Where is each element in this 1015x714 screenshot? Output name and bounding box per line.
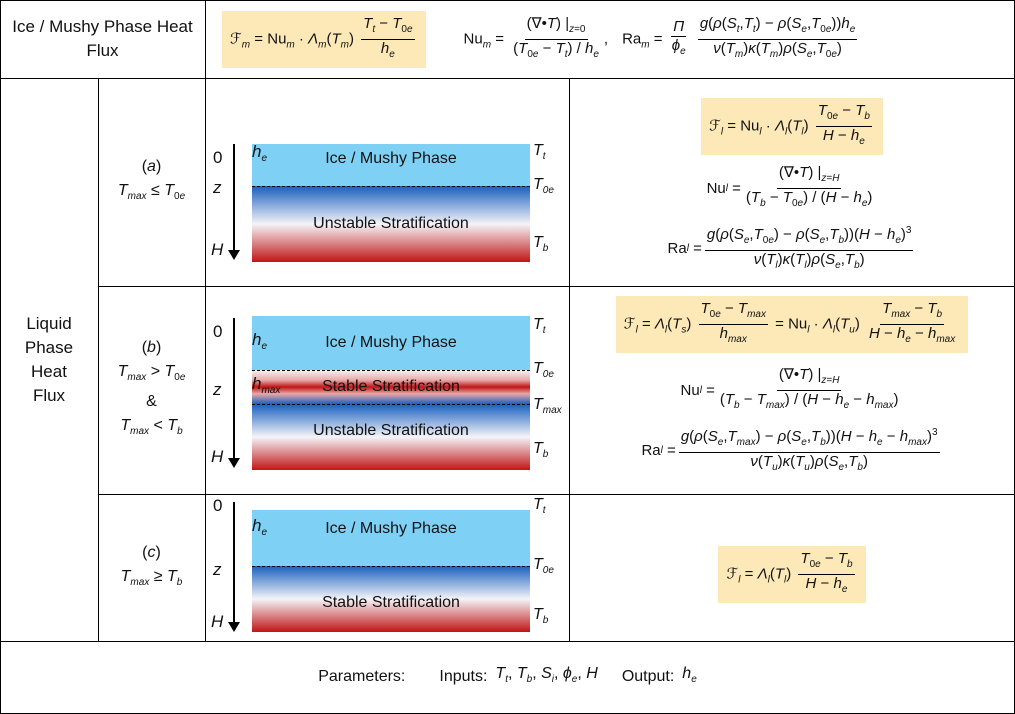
row-divider xyxy=(205,494,1015,495)
unstable-layer-b xyxy=(252,404,530,470)
row-divider xyxy=(98,286,205,287)
interface-line-a xyxy=(252,186,530,187)
nu-eq-a: Nu l = (∇•T) |z=H (Tb − T0e) / (H − he) xyxy=(706,164,873,209)
ra-eq-b: Ra l = g(ρ(Se,Tmax) − ρ(Se,Tb))(H − he − … xyxy=(570,424,1014,477)
tt-label-a: Tt xyxy=(533,142,546,162)
ice-layer-c xyxy=(252,510,530,566)
case-a-label: (a) Tmax ≤ T0e xyxy=(117,158,186,202)
ice-layer-a xyxy=(252,144,530,186)
ice-phase-text-b: Ice / Mushy Phase xyxy=(325,334,457,351)
inputs-values: Tt, Tb, Si, ϕe, H xyxy=(495,665,598,685)
stable-layer-b xyxy=(252,370,530,404)
t0e-label-c: T0e xyxy=(533,556,554,576)
interface-line-b1 xyxy=(252,370,530,371)
ra-eq-a: Ra l = g(ρ(Se,T0e) − ρ(Se,Tb))(H − he)3 ν(… xyxy=(570,222,1014,275)
he-label-c: he xyxy=(252,516,268,538)
ice-heat-flux-label: Ice / Mushy Phase Heat Flux xyxy=(12,17,193,60)
header-equations: ℱm = Num · Λm(Tm) Tt − T0e he Num = (∇•T)… xyxy=(222,10,860,68)
ice-phase-text-a: Ice / Mushy Phase xyxy=(325,150,457,167)
col-divider xyxy=(205,0,206,641)
nu-m-equation: Num = (∇•T) |z=0 (T0e − Tt) / he, xyxy=(463,14,609,60)
ice-layer-b xyxy=(252,316,530,370)
case-c-label: (c) Tmax ≥ Tb xyxy=(120,543,183,588)
row-divider xyxy=(0,641,1015,642)
axis-mid-b: z xyxy=(213,380,222,399)
tb-label-b: Tb xyxy=(533,440,549,460)
col-divider xyxy=(98,78,99,641)
ice-flux-equation: ℱm = Num · Λm(Tm) Tt − T0e he xyxy=(222,10,426,68)
tmax-label-b: Tmax xyxy=(533,396,562,416)
he-label-b: he xyxy=(252,330,268,352)
case-b-label: (b) Tmax > T0e & Tmax < Tb xyxy=(117,339,186,437)
ice-phase-text-c: Ice / Mushy Phase xyxy=(325,520,457,537)
tb-label-c: Tb xyxy=(533,606,549,626)
t0e-label-b: T0e xyxy=(533,360,554,380)
arrow-head-icon xyxy=(228,458,240,468)
hmax-label-b: hmax xyxy=(252,374,281,396)
axis-bottom-c: H xyxy=(211,612,224,631)
row-divider xyxy=(98,494,205,495)
arrow-head-icon xyxy=(228,250,240,260)
axis-bottom-a: H xyxy=(211,240,224,259)
axis-mid-c: z xyxy=(213,560,222,579)
tb-label-a: Tb xyxy=(533,234,549,254)
interface-line-b2 xyxy=(252,404,530,405)
stable-layer-c xyxy=(252,566,530,632)
flux-eq-c: ℱl = Λl(Tl) T0e − Tb H − he xyxy=(570,546,1014,603)
unstable-layer-a xyxy=(252,186,530,262)
unstable-text-b: Unstable Stratification xyxy=(313,422,469,439)
flux-eq-b: ℱl = Λl(Ts) T0e − Tmax hmax = Nul · Λl(Tu… xyxy=(570,296,1014,353)
interface-line-c xyxy=(252,566,530,567)
row-divider xyxy=(205,286,1015,287)
inputs-label: Inputs: xyxy=(439,668,488,685)
nu-eq-b: Nu l = (∇•T) |z=H (Tb − Tmax) / (H − he − … xyxy=(680,366,899,411)
params-label: Parameters: xyxy=(318,668,406,685)
output-value: he xyxy=(682,665,697,685)
axis-top-b: 0 xyxy=(213,322,223,341)
axis-top-a: 0 xyxy=(213,148,223,167)
axis-top-c: 0 xyxy=(213,496,223,515)
he-label-a: he xyxy=(252,142,268,164)
stable-text-c: Stable Stratification xyxy=(322,594,460,611)
t0e-label-a: T0e xyxy=(533,176,554,196)
unstable-text-a: Unstable Stratification xyxy=(313,215,469,232)
tt-label-b: Tt xyxy=(533,316,546,336)
depth-arrow-a xyxy=(233,144,235,252)
stable-text-b: Stable Stratification xyxy=(322,378,460,395)
arrow-head-icon xyxy=(228,622,240,632)
depth-arrow-c xyxy=(233,502,235,624)
col-divider xyxy=(569,78,570,641)
axis-mid-a: z xyxy=(213,178,222,197)
axis-bottom-b: H xyxy=(211,447,224,466)
row-divider xyxy=(0,78,1015,79)
liquid-heat-flux-label: Liquid Phase Heat Flux xyxy=(24,313,74,405)
parameters-footer: Parameters: Inputs: Tt, Tb, Si, ϕe, H Ou… xyxy=(0,642,1015,712)
flux-eq-a: ℱl = Nul · Λl(Tl) T0e − Tb H − he xyxy=(570,98,1014,155)
output-label: Output: xyxy=(621,668,675,685)
tt-label-c: Tt xyxy=(533,496,546,516)
depth-arrow-b xyxy=(233,318,235,460)
